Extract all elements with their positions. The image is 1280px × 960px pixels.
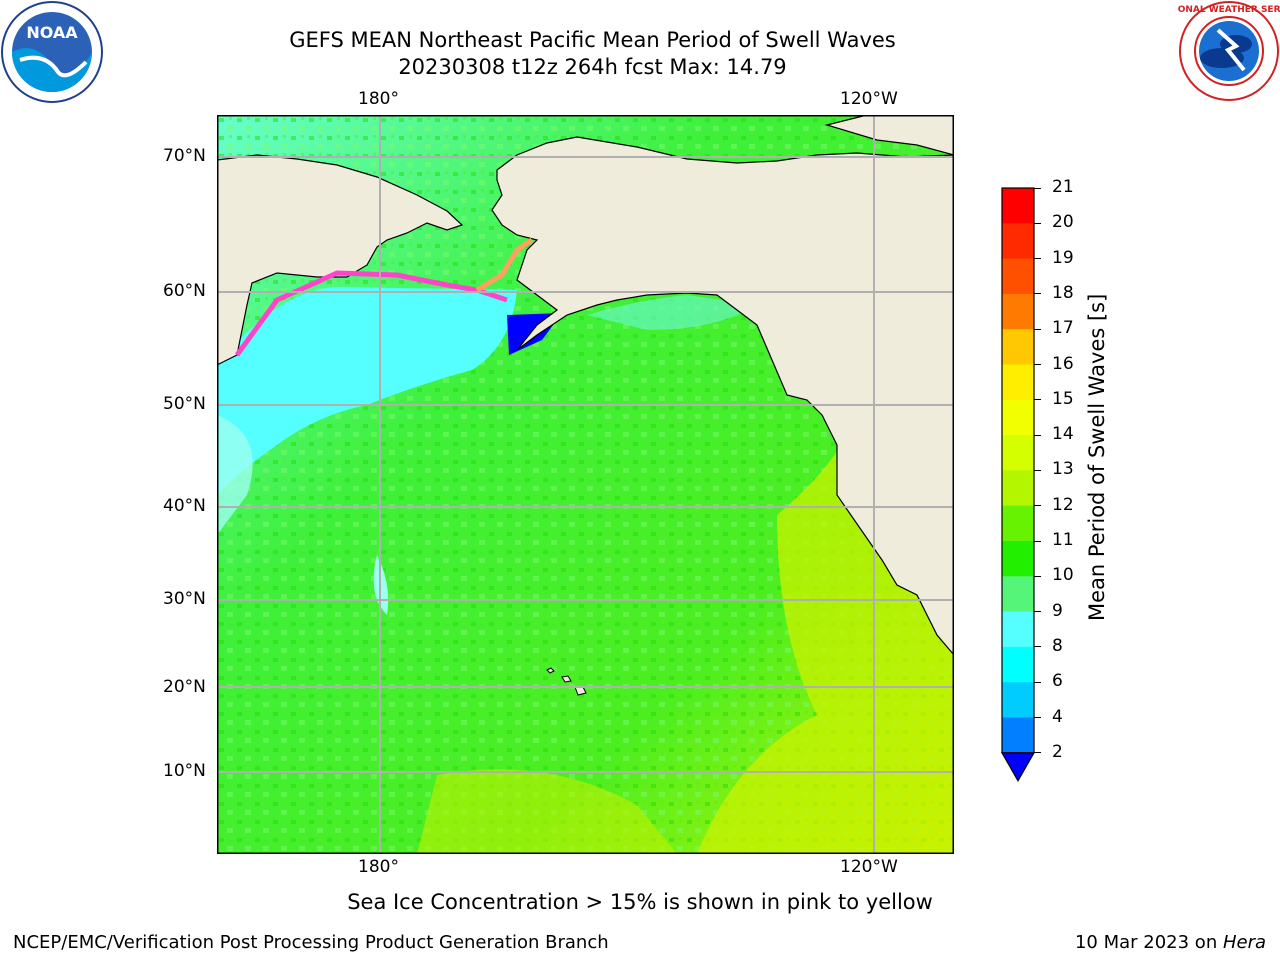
lat-tick-40n: 40°N	[163, 496, 206, 516]
colorbar-tick-mark	[1034, 222, 1041, 224]
colorbar-segment	[1002, 682, 1034, 718]
colorbar-tick-mark	[1034, 505, 1041, 507]
colorbar-tick-mark	[1034, 681, 1041, 683]
colorbar-tick-label: 14	[1052, 424, 1074, 445]
noaa-logo-text: NOAA	[26, 23, 78, 42]
colorbar-tick-mark	[1034, 646, 1041, 648]
colorbar-segment	[1002, 611, 1034, 648]
sea-ice-edge-bering	[475, 237, 534, 293]
colorbar-tick-label: 16	[1052, 353, 1074, 374]
colorbar-tick-mark	[1034, 258, 1041, 260]
host-text: Hera	[1222, 932, 1266, 953]
lat-tick-20n: 20°N	[163, 677, 206, 697]
date-text: 10 Mar 2023 on	[1074, 932, 1223, 953]
lon-tick-top-120w: 120°W	[840, 89, 898, 109]
colorbar-tick-label: 19	[1052, 247, 1074, 268]
colorbar-segment	[1002, 399, 1034, 436]
low-period-area	[217, 287, 517, 495]
lat-tick-50n: 50°N	[163, 394, 206, 414]
colorbar-tick-label: 6	[1052, 671, 1063, 692]
colorbar-tick-label: 9	[1052, 600, 1063, 621]
colorbar-tick-label: 17	[1052, 318, 1074, 339]
lat-tick-30n: 30°N	[163, 589, 206, 609]
colorbar-tick-mark	[1034, 469, 1041, 471]
colorbar-tick-label: 13	[1052, 459, 1074, 480]
gulf-area	[587, 295, 757, 330]
nws-logo-icon: NATIONAL WEATHER SERVICE	[1178, 1, 1280, 101]
colorbar-tick-mark	[1034, 434, 1041, 436]
colorbar-segment	[1002, 505, 1034, 542]
land-asia	[217, 154, 464, 366]
lat-tick-60n: 60°N	[163, 281, 206, 301]
colorbar-tick-mark	[1034, 611, 1041, 613]
colorbar-segment	[1002, 576, 1034, 613]
colorbar-tick-mark	[1034, 328, 1041, 330]
date-stamp: 10 Mar 2023 on Hera	[1075, 932, 1266, 953]
colorbar-segment	[1002, 188, 1034, 224]
colorbar-tick-mark	[1034, 187, 1041, 189]
colorbar-tick-mark	[1034, 540, 1041, 542]
colorbar-tick-mark	[1034, 364, 1041, 365]
colorbar-segment	[1002, 258, 1034, 295]
credit-text: NCEP/EMC/Verification Post Processing Pr…	[13, 932, 609, 953]
colorbar-segment	[1002, 470, 1034, 507]
colorbar	[1000, 187, 1036, 783]
noaa-logo-icon: NOAA	[1, 1, 103, 103]
colorbar-tick-mark	[1034, 717, 1041, 718]
sea-ice-note: Sea Ice Concentration > 15% is shown in …	[347, 890, 933, 914]
colorbar-label: Mean Period of Swell Waves [s]	[1085, 293, 1109, 621]
colorbar-segment	[1002, 293, 1034, 330]
colorbar-segment	[1002, 435, 1034, 471]
lon-tick-bottom-180: 180°	[358, 857, 399, 877]
low-period-area-west	[217, 415, 253, 535]
title-line-2: 20230308 t12z 264h fcst Max: 14.79	[398, 55, 787, 79]
colorbar-tick-label: 21	[1052, 177, 1074, 197]
high-period-area-south	[417, 769, 677, 854]
colorbar-tick-mark	[1034, 575, 1041, 577]
colorbar-segment	[1002, 329, 1034, 365]
colorbar-tick-label: 20	[1052, 212, 1074, 233]
map-panel	[217, 115, 954, 854]
nws-logo-text: NATIONAL WEATHER SERVICE	[1178, 5, 1280, 15]
colorbar-segment	[1002, 541, 1034, 577]
colorbar-segment	[1002, 223, 1034, 260]
colorbar-tick-label: 4	[1052, 706, 1063, 727]
colorbar-tick-label: 18	[1052, 282, 1074, 303]
lon-tick-bottom-120w: 120°W	[840, 857, 898, 877]
colorbar-segment	[1002, 717, 1034, 754]
colorbar-tick-label: 12	[1052, 494, 1074, 515]
land-arctic-islands	[824, 115, 954, 156]
lat-tick-70n: 70°N	[163, 146, 206, 166]
colorbar-tick-label: 8	[1052, 635, 1063, 656]
colorbar-segment	[1002, 646, 1034, 683]
graticule	[217, 115, 954, 854]
colorbar-tick-mark	[1034, 752, 1041, 754]
title-line-1: GEFS MEAN Northeast Pacific Mean Period …	[289, 28, 896, 52]
colorbar-tick-label: 11	[1052, 530, 1074, 550]
colorbar-tick-mark	[1034, 293, 1041, 295]
colorbar-tick-label: 15	[1052, 388, 1074, 409]
colorbar-segment	[1002, 364, 1034, 401]
colorbar-extension	[1000, 752, 1036, 783]
colorbar-tick-mark	[1034, 399, 1041, 401]
map-frame	[217, 115, 954, 854]
colorbar-tick-label: 10	[1052, 565, 1074, 586]
colorbar-tick-label: 2	[1052, 741, 1063, 762]
lon-tick-top-180: 180°	[358, 89, 399, 109]
lat-tick-10n: 10°N	[163, 761, 206, 781]
